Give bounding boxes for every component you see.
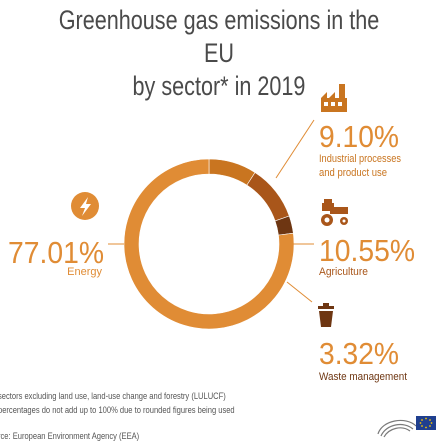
leader-line-industrial (275, 119, 315, 179)
industrial-value-label: 9.10% (319, 119, 399, 154)
footnote-rounding: percentages do not add up to 100% due to… (0, 405, 235, 415)
waste-category-label: Waste management (319, 371, 407, 383)
tractor-icon (321, 199, 348, 226)
chart-title-line2: by sector* in 2019 (132, 71, 306, 101)
agriculture-value-label: 10.55% (319, 233, 415, 268)
trash-bin-icon (318, 303, 334, 327)
industrial-category-label-line2: and product use (319, 167, 387, 179)
chart-title-line1: Greenhouse gas emissions in the EU (58, 5, 380, 68)
leader-lines (108, 119, 315, 303)
energy-value-label: 77.01% (8, 235, 104, 270)
factory-icon (321, 84, 347, 112)
footnote-source: rce: European Environment Agency (EEA) (0, 431, 140, 441)
lightning-bolt-icon (71, 192, 99, 220)
leader-line-waste (286, 281, 313, 303)
slice-industrial (208, 158, 256, 186)
industrial-category-label-line1: Industrial processes (319, 153, 401, 165)
slice-agriculture (246, 172, 290, 222)
waste-value-label: 3.32% (319, 336, 399, 371)
chart-title: Greenhouse gas emissions in the EU by se… (44, 4, 394, 103)
european-parliament-logo-icon (377, 416, 436, 438)
energy-category-label: Energy (67, 266, 102, 278)
donut-slices (123, 158, 295, 330)
slice-energy (123, 158, 295, 330)
footnote-lulucf: sectors excluding land use, land-use cha… (0, 391, 226, 401)
agriculture-category-label: Agriculture (319, 266, 368, 278)
